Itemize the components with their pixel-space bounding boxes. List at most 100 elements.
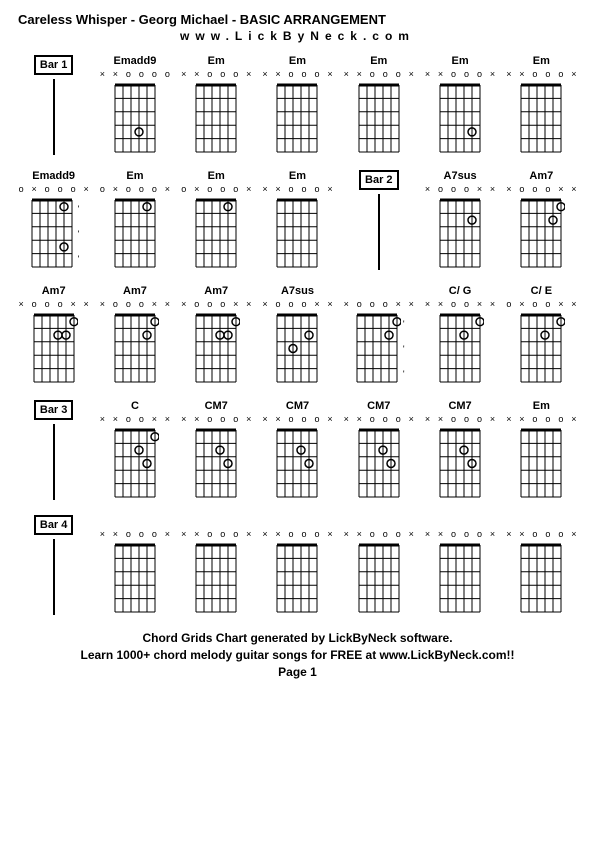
- string-markers: ××ooo×: [99, 530, 170, 540]
- chord-name: C: [131, 400, 139, 414]
- chord-name: Em: [370, 55, 387, 69]
- string-markers: ×ooo××: [262, 300, 333, 310]
- string-markers: o×ooo×: [99, 185, 170, 195]
- chord-diagram: ××ooo×: [343, 515, 414, 616]
- bar-line-icon: [53, 79, 55, 155]
- chord-name: Em: [126, 170, 143, 184]
- page-label: Page 1: [18, 664, 577, 681]
- chord-name: Em: [452, 55, 469, 69]
- bar-marker: Bar 3: [18, 400, 89, 501]
- chord-name: Emadd9: [114, 55, 157, 69]
- chord-diagram: ×ooo×× ''': [343, 285, 414, 386]
- chord-name: CM7: [448, 400, 471, 414]
- chord-diagram: CM7 ××ooo×: [262, 400, 333, 501]
- string-markers: o×oo××: [506, 300, 577, 310]
- chord-diagram: C/ G ××oo××: [424, 285, 495, 386]
- chord-diagram: Em o×ooo×: [181, 170, 252, 271]
- footer-line-1: Chord Grids Chart generated by LickByNec…: [18, 630, 577, 647]
- chord-name: CM7: [367, 400, 390, 414]
- bar-label: Bar 1: [34, 55, 74, 75]
- string-markers: ××ooo×: [425, 70, 496, 80]
- chord-diagram: ××ooo×: [424, 515, 495, 616]
- string-markers: ××ooo×: [506, 530, 577, 540]
- chord-name: Em: [533, 55, 550, 69]
- bar-marker: Bar 1: [18, 55, 89, 156]
- chord-diagram: Am7 ×ooo××: [99, 285, 170, 386]
- bar-line-icon: [53, 424, 55, 500]
- site-subtitle: www.LickByNeck.com: [18, 29, 577, 43]
- string-markers: ××ooo×: [425, 530, 496, 540]
- chord-name: C/ G: [449, 285, 472, 299]
- chord-name: Am7: [42, 285, 66, 299]
- chord-diagram: ××ooo×: [506, 515, 577, 616]
- chord-name: Em: [533, 400, 550, 414]
- chord-diagram: Emadd9 ××oooo: [99, 55, 170, 156]
- bar-marker: Bar 4: [18, 515, 89, 616]
- chord-diagram: Em o×ooo×: [99, 170, 170, 271]
- string-markers: ×ooo××: [18, 300, 89, 310]
- string-markers: ××ooo×: [506, 415, 577, 425]
- string-markers: ××ooo×: [181, 530, 252, 540]
- string-markers: ××ooo×: [262, 185, 333, 195]
- chord-diagram: CM7 ××ooo×: [181, 400, 252, 501]
- tick-marks: ''': [403, 311, 405, 386]
- bar-marker: Bar 2: [343, 170, 414, 271]
- chord-name: Am7: [529, 170, 553, 184]
- string-markers: o×ooo×: [181, 185, 252, 195]
- chord-diagram: C ××oo××: [99, 400, 170, 501]
- chord-diagram: Em ××ooo×: [424, 55, 495, 156]
- chord-diagram: Em ××ooo×: [343, 55, 414, 156]
- footer: Chord Grids Chart generated by LickByNec…: [18, 630, 577, 680]
- footer-line-2: Learn 1000+ chord melody guitar songs fo…: [18, 647, 577, 664]
- chord-diagram: ××ooo×: [181, 515, 252, 616]
- bar-label: Bar 2: [359, 170, 399, 190]
- chord-diagram: Am7 ×ooo××: [181, 285, 252, 386]
- string-markers: ××oo××: [425, 300, 496, 310]
- string-markers: o×ooo×: [18, 185, 89, 195]
- song-title: Careless Whisper - Georg Michael - BASIC…: [18, 12, 577, 27]
- string-markers: ×ooo××: [425, 185, 496, 195]
- chord-diagram: Em ××ooo×: [262, 170, 333, 271]
- string-markers: ×ooo××: [99, 300, 170, 310]
- chord-name: A7sus: [281, 285, 314, 299]
- string-markers: ××ooo×: [262, 530, 333, 540]
- string-markers: ×ooo××: [343, 300, 414, 310]
- string-markers: ×ooo××: [506, 185, 577, 195]
- chord-diagram: A7sus ×ooo××: [262, 285, 333, 386]
- chord-diagram: ××ooo×: [99, 515, 170, 616]
- chord-name: Em: [208, 55, 225, 69]
- chord-name: Emadd9: [32, 170, 75, 184]
- string-markers: ××ooo×: [343, 70, 414, 80]
- chord-name: Em: [208, 170, 225, 184]
- bar-label: Bar 4: [34, 515, 74, 535]
- string-markers: ××ooo×: [425, 415, 496, 425]
- chord-diagram: CM7 ××ooo×: [343, 400, 414, 501]
- bar-line-icon: [378, 194, 380, 270]
- chord-diagram: Em ××ooo×: [506, 55, 577, 156]
- chord-name: CM7: [286, 400, 309, 414]
- string-markers: ××ooo×: [262, 70, 333, 80]
- chord-chart: Bar 1 Emadd9 ××oooo Em ××ooo× Em ××ooo× …: [18, 55, 577, 616]
- string-markers: ××oo××: [99, 415, 170, 425]
- string-markers: ××ooo×: [181, 415, 252, 425]
- chord-diagram: Emadd9 o×ooo× ''': [18, 170, 89, 271]
- chord-name: Am7: [123, 285, 147, 299]
- string-markers: ××ooo×: [343, 530, 414, 540]
- chord-diagram: Am7 ×ooo××: [18, 285, 89, 386]
- string-markers: ××ooo×: [343, 415, 414, 425]
- chord-name: C/ E: [531, 285, 552, 299]
- chord-diagram: Am7 ×ooo××: [506, 170, 577, 271]
- chord-diagram: ××ooo×: [262, 515, 333, 616]
- chord-name: Em: [289, 55, 306, 69]
- chord-diagram: C/ E o×oo××: [506, 285, 577, 386]
- bar-label: Bar 3: [34, 400, 74, 420]
- chord-name: A7sus: [444, 170, 477, 184]
- chord-diagram: Em ××ooo×: [181, 55, 252, 156]
- string-markers: ××ooo×: [506, 70, 577, 80]
- chord-name: CM7: [205, 400, 228, 414]
- chord-diagram: Em ××ooo×: [506, 400, 577, 501]
- chord-diagram: A7sus ×ooo××: [424, 170, 495, 271]
- chord-name: Am7: [204, 285, 228, 299]
- chord-diagram: Em ××ooo×: [262, 55, 333, 156]
- chord-name: Em: [289, 170, 306, 184]
